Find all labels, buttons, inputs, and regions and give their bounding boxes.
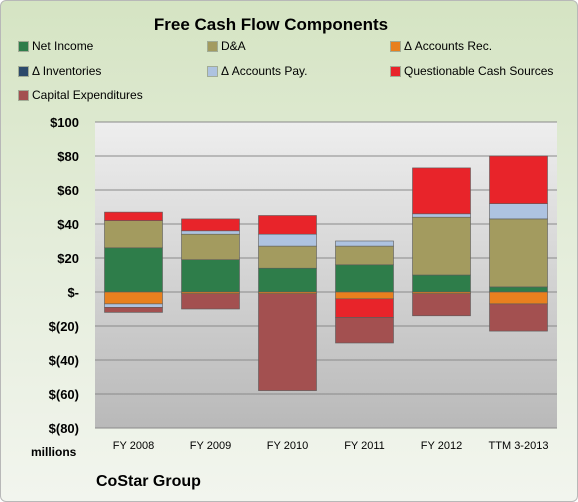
bar-accounts-pay-fy-2009 — [181, 230, 240, 235]
gridlines — [95, 121, 557, 429]
bar-accounts-pay-fy-2011 — [335, 240, 394, 247]
bar-capital-expenditures-ttm-3-2013 — [489, 303, 548, 332]
bar-net-income-fy-2010 — [258, 267, 317, 293]
bar-net-income-ttm-3-2013 — [489, 286, 548, 293]
bar-accounts-rec-fy-2011 — [335, 291, 394, 300]
y-tick-label: $100 — [50, 115, 79, 130]
legend-label: Capital Expenditures — [32, 88, 143, 102]
bar-capital-expenditures-fy-2009 — [181, 293, 240, 310]
x-tick-label: FY 2010 — [267, 440, 308, 452]
legend-swatch — [391, 42, 400, 51]
bar-accounts-pay-fy-2012 — [412, 213, 471, 218]
bar-net-income-fy-2008 — [104, 247, 163, 293]
legend-item-questionable: Questionable Cash Sources — [391, 64, 553, 78]
plot-background — [95, 122, 557, 428]
y-tick-label: $80 — [57, 149, 79, 164]
bar-questionable-cash-sources-ttm-3-2013 — [489, 155, 548, 204]
y-tick-label: $(40) — [49, 353, 79, 368]
legend-item-accounts-pay: Δ Accounts Pay. — [208, 64, 308, 78]
y-tick-label: $(60) — [49, 387, 79, 402]
units-label: millions — [31, 445, 77, 459]
bar-capital-expenditures-fy-2008 — [104, 306, 163, 313]
bar-questionable-cash-sources-fy-2009 — [181, 218, 240, 232]
y-tick-label: $- — [67, 285, 79, 300]
bar-d-a-fy-2008 — [104, 220, 163, 249]
legend-item-inventories: Δ Inventories — [19, 64, 101, 78]
x-tick-label: FY 2011 — [344, 440, 385, 452]
legend-swatch — [391, 67, 400, 76]
bar-capital-expenditures-fy-2012 — [412, 293, 471, 317]
legend-swatch — [208, 67, 217, 76]
bar-capital-expenditures-fy-2010 — [258, 293, 317, 391]
y-tick-label: $60 — [57, 183, 79, 198]
chart-title: Free Cash Flow Components — [153, 15, 389, 34]
bar-net-income-fy-2011 — [335, 264, 394, 293]
legend-swatch — [19, 42, 28, 51]
y-tick-label: $20 — [57, 251, 79, 266]
bar-questionable-cash-sources-fy-2011 — [335, 298, 394, 318]
y-axis-tick-labels: $100 $80 $60 $40 $20 $- $(20) $(40) $(60) $(80) — [49, 115, 79, 436]
legend-swatch — [19, 67, 28, 76]
legend-label: D&A — [221, 39, 246, 53]
y-tick-label: $(20) — [49, 319, 79, 334]
x-axis-tick-labels: FY 2008 FY 2009 FY 2010 FY 2011 FY 2012 TTM 3… — [113, 440, 549, 452]
bar-accounts-pay-ttm-3-2013 — [489, 203, 548, 220]
bar-net-income-fy-2009 — [181, 259, 240, 293]
x-tick-label: FY 2008 — [113, 440, 154, 452]
x-tick-label: FY 2012 — [421, 440, 462, 452]
bar-accounts-rec-fy-2008 — [104, 291, 163, 305]
legend-swatch — [19, 91, 28, 100]
legend-item-da: D&A — [208, 39, 246, 53]
legend-item-accounts-rec: Δ Accounts Rec. — [391, 39, 492, 53]
y-tick-label: $40 — [57, 217, 79, 232]
legend-swatch — [208, 42, 217, 51]
legend-item-capex: Capital Expenditures — [19, 88, 143, 102]
bar-questionable-cash-sources-fy-2012 — [412, 167, 471, 215]
bar-net-income-fy-2012 — [412, 274, 471, 293]
bar-capital-expenditures-fy-2011 — [335, 317, 394, 344]
bar-d-a-ttm-3-2013 — [489, 218, 548, 288]
legend-label: Net Income — [32, 39, 94, 53]
x-tick-label: FY 2009 — [190, 440, 231, 452]
bar-d-a-fy-2012 — [412, 216, 471, 276]
bar-accounts-rec-ttm-3-2013 — [489, 291, 548, 305]
legend-label: Δ Inventories — [32, 64, 102, 78]
x-tick-label: TTM 3-2013 — [489, 440, 549, 452]
bar-questionable-cash-sources-fy-2008 — [104, 211, 163, 221]
bar-accounts-pay-fy-2008 — [104, 303, 163, 308]
y-tick-label: $(80) — [49, 421, 79, 436]
bar-questionable-cash-sources-fy-2010 — [258, 215, 317, 235]
legend-item-net-income: Net Income — [19, 39, 93, 53]
bar-d-a-fy-2010 — [258, 245, 317, 269]
bar-accounts-pay-fy-2010 — [258, 233, 317, 247]
bar-d-a-fy-2011 — [335, 245, 394, 266]
legend-label: Questionable Cash Sources — [404, 64, 554, 78]
bar-d-a-fy-2009 — [181, 233, 240, 260]
bars — [104, 155, 548, 391]
company-label: CoStar Group — [96, 473, 201, 490]
legend-label: Δ Accounts Pay. — [221, 64, 308, 78]
legend-label: Δ Accounts Rec. — [404, 39, 493, 53]
